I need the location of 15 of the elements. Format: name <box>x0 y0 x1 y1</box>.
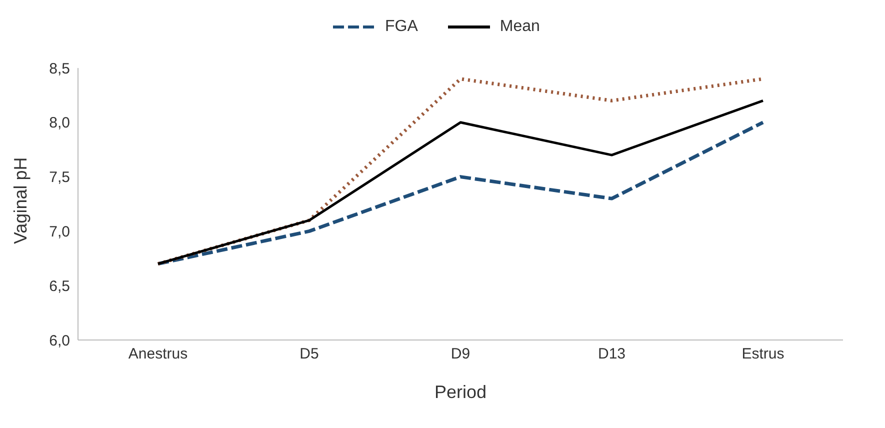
y-tick-label: 8,5 <box>49 60 70 78</box>
x-tick-label: Estrus <box>742 346 784 363</box>
y-axis-title: Vaginal pH <box>10 157 30 244</box>
legend-label: Mean <box>500 18 540 36</box>
x-tick-label: D9 <box>450 346 470 363</box>
y-tick-label: 8,0 <box>49 114 70 132</box>
y-tick-label: 6,5 <box>49 278 70 295</box>
x-tick-label: Anestrus <box>128 346 188 363</box>
y-tick-label: 7,0 <box>49 224 70 241</box>
legend-label: FGA <box>385 18 418 36</box>
x-tick-label: D5 <box>300 346 319 363</box>
x-tick-label: D13 <box>598 346 626 363</box>
y-tick-label: 7,5 <box>49 169 70 186</box>
y-tick-label: 6,0 <box>49 332 70 350</box>
x-axis-title: Period <box>434 382 487 402</box>
